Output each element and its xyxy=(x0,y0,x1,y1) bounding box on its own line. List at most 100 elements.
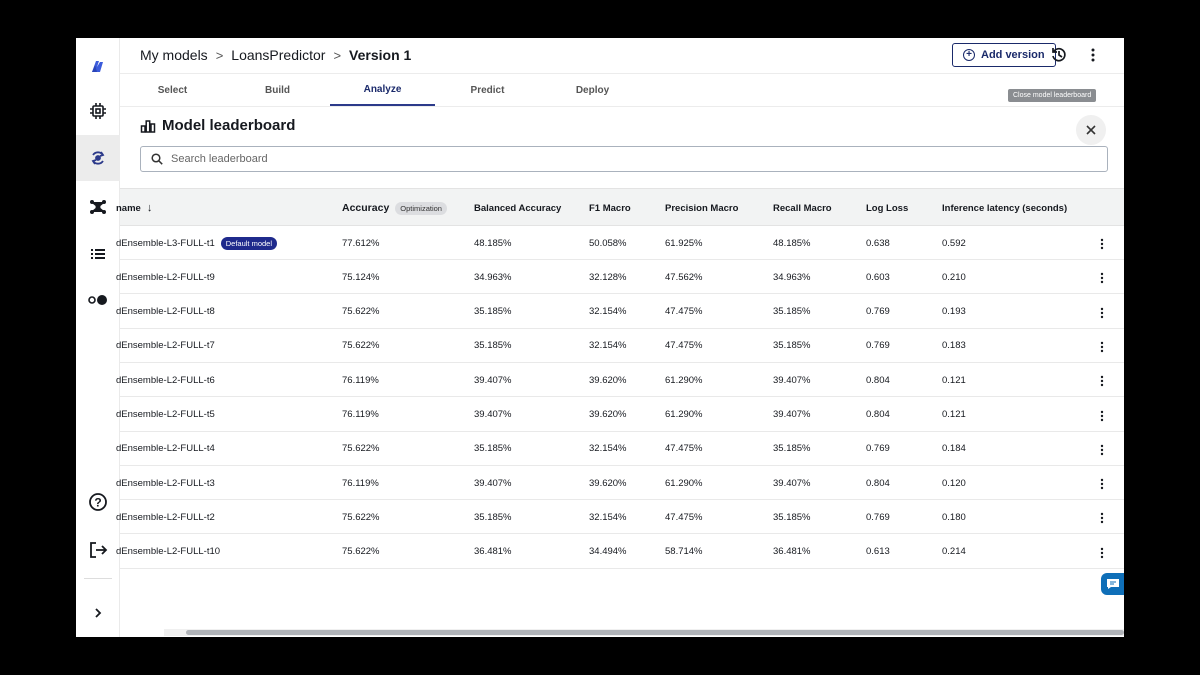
balanced-accuracy-cell: 39.407% xyxy=(474,466,512,500)
accuracy-cell: 75.622% xyxy=(342,432,380,466)
f1-macro-cell: 32.128% xyxy=(589,260,627,294)
precision-macro-cell-text: 61.290% xyxy=(665,409,703,420)
hub-icon[interactable] xyxy=(76,184,120,230)
row-actions-icon[interactable] xyxy=(1099,237,1105,255)
col-precision-macro-header[interactable]: Precision Macro xyxy=(665,202,739,214)
list-icon[interactable] xyxy=(76,231,120,277)
recall-macro-cell-text: 34.963% xyxy=(773,271,811,283)
accuracy-cell-text: 76.119% xyxy=(342,374,379,386)
close-leaderboard-button[interactable] xyxy=(1076,115,1106,145)
tab-build[interactable]: Build xyxy=(265,85,290,96)
recall-macro-cell-text: 35.185% xyxy=(773,511,811,523)
top-bar: My models > LoansPredictor > Version 1 +… xyxy=(120,38,1124,74)
col-name-header[interactable]: name ↓ xyxy=(116,189,152,227)
tab-analyze[interactable]: Analyze xyxy=(330,75,435,106)
chat-button[interactable] xyxy=(1101,573,1124,595)
expand-icon[interactable] xyxy=(76,590,120,636)
table-row[interactable]: dEnsemble-L2-FULL-t2 75.622% 35.185% 32.154… xyxy=(116,500,1124,535)
svg-text:?: ? xyxy=(94,496,101,510)
f1-macro-cell-text: 32.154% xyxy=(589,306,627,318)
row-actions-icon[interactable] xyxy=(1099,477,1105,495)
table-row[interactable]: dEnsemble-L2-FULL-t9 75.124% 34.963% 32.128… xyxy=(116,260,1124,295)
recall-macro-cell-text: 35.185% xyxy=(773,306,811,318)
row-actions-icon[interactable] xyxy=(1099,306,1105,324)
col-f1-macro-header[interactable]: F1 Macro xyxy=(589,202,631,214)
default-model-badge: Default model xyxy=(220,236,278,250)
close-icon xyxy=(1086,125,1096,135)
sign-out-icon[interactable] xyxy=(76,527,120,573)
accuracy-cell-text: 75.622% xyxy=(342,511,380,523)
col-latency-header[interactable]: Inference latency (seconds) xyxy=(942,202,1068,214)
history-icon[interactable] xyxy=(1050,46,1068,69)
col-balanced-accuracy-header[interactable]: Balanced Accuracy xyxy=(474,202,562,214)
accuracy-cell: 76.119% xyxy=(342,466,379,500)
table-row[interactable]: dEnsemble-L2-FULL-t6 76.119% 39.407% 39.620… xyxy=(116,363,1124,398)
table-row[interactable]: dEnsemble-L2-FULL-t8 75.622% 35.185% 32.154… xyxy=(116,295,1124,329)
horizontal-scrollbar[interactable] xyxy=(186,630,1124,635)
close-leaderboard-tooltip: Close model leaderboard xyxy=(1008,89,1097,102)
latency-cell: 0.121 xyxy=(942,363,966,397)
model-name-cell-text: dEnsemble-L2-FULL-t10 xyxy=(116,546,221,558)
search-box[interactable] xyxy=(140,146,1108,172)
help-icon[interactable]: ? xyxy=(76,479,120,525)
breadcrumb-my-models[interactable]: My models xyxy=(140,47,208,63)
table-row[interactable]: dEnsemble-L2-FULL-t7 75.622% 35.185% 32.154… xyxy=(116,329,1124,363)
app-logo-icon[interactable] xyxy=(76,43,120,89)
model-name-cell: dEnsemble-L2-FULL-t10 xyxy=(116,535,220,569)
table-row[interactable]: dEnsemble-L2-FULL-t3 76.119% 39.407% 39.620… xyxy=(116,466,1124,501)
tab-deploy[interactable]: Deploy xyxy=(575,85,610,96)
main-content: My models > LoansPredictor > Version 1 +… xyxy=(116,38,1124,637)
log-loss-cell-text: 0.638 xyxy=(866,237,890,249)
f1-macro-cell-text: 32.128% xyxy=(589,271,627,283)
precision-macro-cell: 58.714% xyxy=(665,535,703,569)
latency-cell-text: 0.121 xyxy=(942,409,966,420)
latency-cell: 0.193 xyxy=(942,295,966,329)
log-loss-cell-text: 0.804 xyxy=(866,409,890,420)
row-actions-icon[interactable] xyxy=(1099,374,1105,392)
add-version-button[interactable]: + Add version xyxy=(952,43,1056,67)
row-actions-icon[interactable] xyxy=(1099,443,1105,461)
col-accuracy-header[interactable]: Accuracy Optimization xyxy=(342,189,447,227)
accuracy-cell-text: 75.622% xyxy=(342,443,380,455)
model-name-cell-text: dEnsemble-L2-FULL-t8 xyxy=(116,306,215,318)
chip-icon[interactable] xyxy=(76,88,120,134)
balanced-accuracy-cell: 39.407% xyxy=(474,398,512,432)
models-icon[interactable] xyxy=(76,135,120,181)
accuracy-cell: 77.612% xyxy=(342,226,380,260)
latency-cell-text: 0.210 xyxy=(942,271,966,283)
f1-macro-cell: 32.154% xyxy=(589,329,627,363)
breadcrumb: My models > LoansPredictor > Version 1 xyxy=(140,47,411,63)
table-row[interactable]: dEnsemble-L2-FULL-t5 76.119% 39.407% 39.620… xyxy=(116,398,1124,432)
table-row[interactable]: dEnsemble-L2-FULL-t4 75.622% 35.185% 32.154… xyxy=(116,432,1124,466)
toggle-icon[interactable] xyxy=(76,277,120,323)
accuracy-cell-text: 76.119% xyxy=(342,409,379,420)
log-loss-cell-text: 0.603 xyxy=(866,271,890,283)
search-input[interactable] xyxy=(171,153,1071,165)
row-actions-icon[interactable] xyxy=(1099,271,1105,289)
balanced-accuracy-cell-text: 39.407% xyxy=(474,409,512,420)
table-row[interactable]: dEnsemble-L3-FULL-t1 Default model 77.612%… xyxy=(116,226,1124,260)
model-name-cell: dEnsemble-L2-FULL-t9 xyxy=(116,260,215,294)
balanced-accuracy-cell-text: 39.407% xyxy=(474,477,512,489)
latency-cell-text: 0.183 xyxy=(942,340,966,352)
row-actions-icon[interactable] xyxy=(1099,409,1105,427)
latency-cell-text: 0.214 xyxy=(942,546,966,558)
f1-macro-cell-text: 39.620% xyxy=(589,409,627,420)
col-recall-macro-header[interactable]: Recall Macro xyxy=(773,202,832,214)
sort-arrow-icon: ↓ xyxy=(146,202,153,214)
balanced-accuracy-cell-text: 34.963% xyxy=(474,271,512,283)
left-rail: ? xyxy=(76,38,120,637)
table-row[interactable]: dEnsemble-L2-FULL-t10 75.622% 36.481% 34.49… xyxy=(116,535,1124,569)
latency-cell-text: 0.121 xyxy=(942,374,966,386)
col-log-loss-header[interactable]: Log Loss xyxy=(866,202,909,214)
row-actions-icon[interactable] xyxy=(1099,340,1105,358)
row-actions-icon[interactable] xyxy=(1099,546,1105,564)
breadcrumb-separator: > xyxy=(215,47,224,63)
balanced-accuracy-cell-text: 39.407% xyxy=(474,374,512,386)
precision-macro-cell-text: 47.475% xyxy=(665,306,703,318)
row-actions-icon[interactable] xyxy=(1099,511,1105,529)
breadcrumb-loanspredictor[interactable]: LoansPredictor xyxy=(231,47,326,63)
tab-predict[interactable]: Predict xyxy=(470,85,505,96)
tab-select[interactable]: Select xyxy=(157,85,188,96)
more-options-icon[interactable] xyxy=(1084,46,1102,69)
